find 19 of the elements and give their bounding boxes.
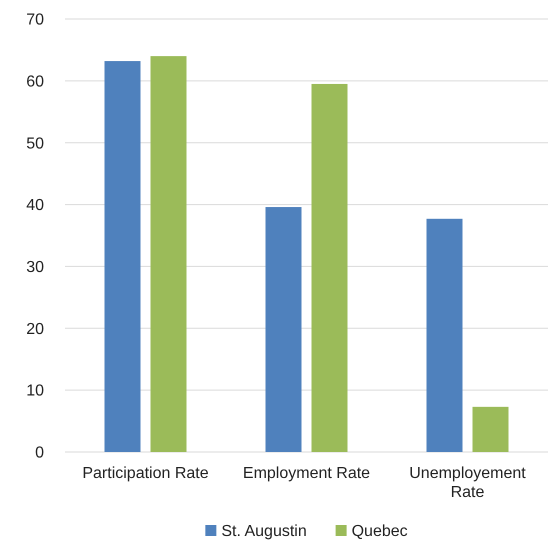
bar (150, 56, 186, 452)
y-tick-label: 20 (26, 320, 44, 338)
legend-label: St. Augustin (221, 523, 307, 540)
bar (426, 218, 462, 452)
y-tick-label: 60 (26, 73, 44, 90)
x-tick-label: Unemployement Rate (409, 465, 526, 501)
y-tick-label: 0 (35, 444, 44, 462)
y-tick-label: 40 (26, 197, 44, 214)
y-tick-label: 30 (26, 259, 44, 276)
bar (312, 84, 348, 452)
bar (472, 406, 508, 452)
bar (266, 207, 302, 452)
x-tick-label: Participation Rate (82, 465, 209, 482)
y-tick-label: 70 (26, 12, 44, 29)
x-tick-label: Employment Rate (242, 465, 370, 482)
y-tick-label: 50 (26, 135, 44, 152)
bar (104, 61, 140, 452)
legend-label: Quebec (352, 523, 408, 540)
y-tick-label: 10 (26, 382, 44, 400)
